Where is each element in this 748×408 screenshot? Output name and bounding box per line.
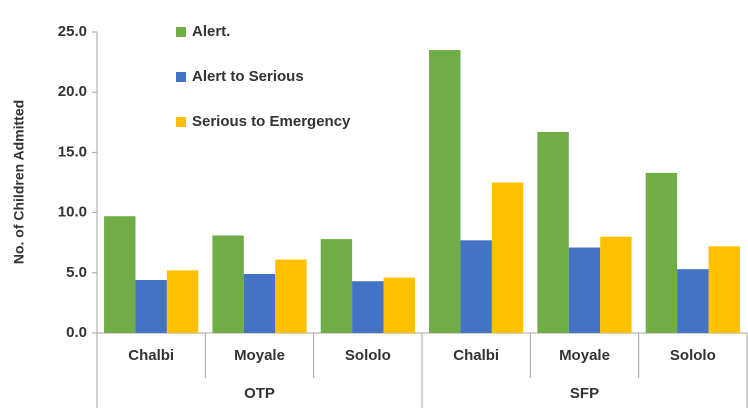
y-tick-label: 10.0: [58, 204, 87, 221]
x-tick-label: Sololo: [345, 347, 391, 364]
y-tick-label: 20.0: [58, 83, 87, 100]
bar: [645, 172, 678, 333]
x-tick-label: Moyale: [234, 347, 285, 364]
y-tick-label: 0.0: [66, 324, 87, 341]
x-tick-label: Moyale: [559, 347, 610, 364]
bar: [104, 216, 136, 333]
bar: [166, 270, 199, 333]
bar: [708, 246, 740, 333]
y-tick-label: 15.0: [58, 143, 87, 160]
bar: [243, 274, 276, 333]
bar: [275, 259, 307, 333]
y-axis-title: No. of Children Admitted: [11, 100, 27, 264]
bar: [429, 50, 461, 334]
bar: [352, 281, 384, 333]
bar: [568, 247, 601, 333]
legend-swatch: [176, 27, 186, 37]
group-label: OTP: [244, 385, 275, 402]
x-tick-label: Chalbi: [453, 347, 499, 364]
bar: [491, 182, 524, 333]
legend-label: Alert.: [192, 23, 230, 40]
bar: [212, 235, 244, 333]
bar: [600, 236, 632, 333]
y-tick-label: 25.0: [58, 23, 87, 40]
legend-label: Serious to Emergency: [192, 113, 351, 130]
legend-label: Alert to Serious: [192, 68, 304, 85]
bar: [383, 277, 415, 333]
legend-swatch: [176, 117, 186, 127]
bar: [677, 269, 709, 333]
bar: [460, 240, 492, 333]
legend-swatch: [176, 72, 186, 82]
group-label: SFP: [570, 385, 599, 402]
bar: [135, 280, 167, 333]
x-tick-label: Sololo: [670, 347, 716, 364]
y-tick-label: 5.0: [66, 264, 87, 281]
x-tick-label: Chalbi: [128, 347, 174, 364]
bar: [537, 131, 569, 333]
bar: [320, 239, 353, 333]
